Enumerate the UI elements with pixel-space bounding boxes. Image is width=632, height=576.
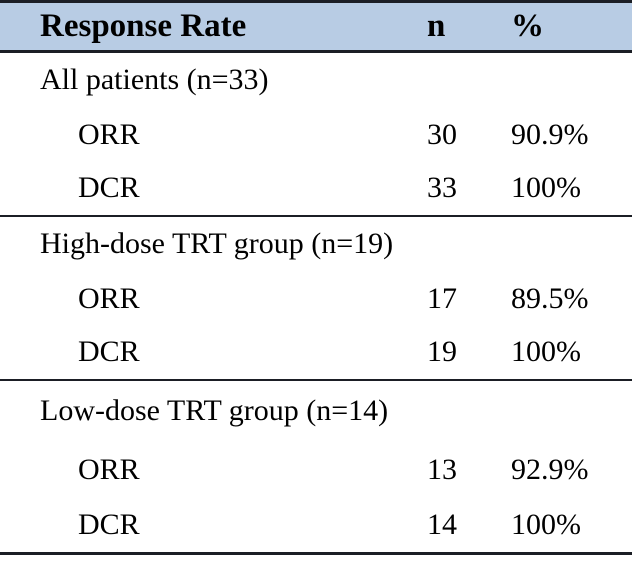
table-header: Response Rate n % bbox=[0, 1, 632, 52]
row-label: ORR bbox=[78, 452, 140, 486]
section-label-row: Low-dose TRT group (n=14) bbox=[0, 380, 632, 442]
row-label: DCR bbox=[78, 335, 140, 368]
table-row: ORR 17 89.5% bbox=[0, 272, 632, 326]
response-rate-table: Response Rate n % All patients (n=33) OR… bbox=[0, 0, 632, 555]
row-label: ORR bbox=[78, 117, 140, 151]
row-n-value: 17 bbox=[427, 281, 457, 315]
row-percent-value: 100% bbox=[511, 507, 581, 541]
section-all-patients: All patients (n=33) ORR 30 90.9% DCR 33 … bbox=[0, 52, 632, 216]
table-row: DCR 19 100% bbox=[0, 326, 632, 380]
row-label: ORR bbox=[78, 281, 140, 315]
row-n-value: 30 bbox=[427, 117, 457, 151]
section-label-row: High-dose TRT group (n=19) bbox=[0, 216, 632, 272]
section-label: Low-dose TRT group (n=14) bbox=[40, 394, 389, 427]
section-high-dose: High-dose TRT group (n=19) ORR 17 89.5% … bbox=[0, 216, 632, 380]
row-n-value: 13 bbox=[427, 452, 457, 486]
section-label: All patients (n=33) bbox=[40, 63, 269, 97]
row-label: DCR bbox=[78, 171, 140, 204]
table-row: ORR 30 90.9% bbox=[0, 108, 632, 162]
header-n-column: n bbox=[427, 1, 511, 52]
table-row: DCR 33 100% bbox=[0, 162, 632, 216]
row-label: DCR bbox=[78, 507, 140, 541]
row-percent-value: 92.9% bbox=[511, 452, 589, 486]
row-n-value: 33 bbox=[427, 171, 457, 204]
row-percent-value: 100% bbox=[511, 335, 581, 368]
row-n-value: 14 bbox=[427, 507, 457, 541]
table-row: DCR 14 100% bbox=[0, 498, 632, 554]
row-percent-value: 100% bbox=[511, 171, 581, 204]
section-label-row: All patients (n=33) bbox=[0, 52, 632, 108]
section-label: High-dose TRT group (n=19) bbox=[40, 227, 394, 260]
section-low-dose: Low-dose TRT group (n=14) ORR 13 92.9% D… bbox=[0, 380, 632, 554]
row-percent-value: 89.5% bbox=[511, 281, 589, 315]
row-n-value: 19 bbox=[427, 335, 457, 368]
table-row: ORR 13 92.9% bbox=[0, 442, 632, 498]
row-percent-value: 90.9% bbox=[511, 117, 589, 151]
header-row: Response Rate n % bbox=[0, 1, 632, 52]
header-percent-column: % bbox=[511, 1, 632, 52]
header-response-rate: Response Rate bbox=[0, 1, 427, 52]
